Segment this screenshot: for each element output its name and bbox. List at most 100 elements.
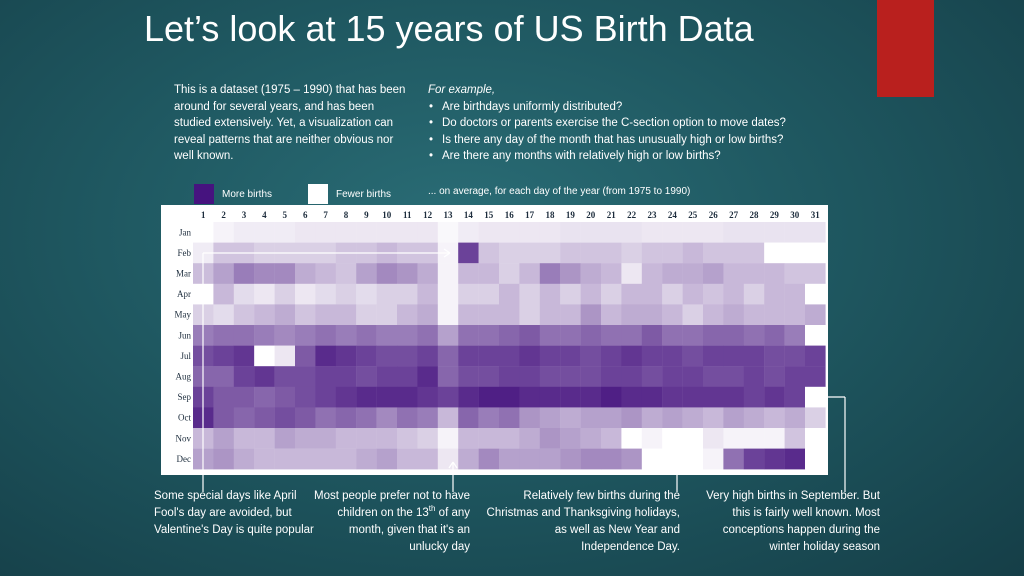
heatmap-cell xyxy=(805,304,826,326)
heatmap-cell xyxy=(519,428,540,449)
heatmap-cell xyxy=(539,222,561,243)
heatmap-cell xyxy=(539,242,561,264)
heatmap-cell xyxy=(478,386,500,408)
heatmap-cell xyxy=(723,448,744,470)
heatmap-cell xyxy=(478,428,500,449)
heatmap-cell xyxy=(254,345,275,367)
heatmap-cell xyxy=(560,366,581,387)
heatmap-cell xyxy=(519,366,540,387)
heatmap-cell xyxy=(764,386,785,408)
heatmap-cell xyxy=(213,366,234,387)
heatmap-day-label: 30 xyxy=(790,210,800,220)
heatmap-cell xyxy=(254,325,275,346)
heatmap-cell xyxy=(703,386,724,408)
heatmap-cell xyxy=(641,263,663,284)
heatmap-cell xyxy=(539,366,561,387)
heatmap-cell xyxy=(458,325,479,346)
heatmap-cell xyxy=(743,242,765,264)
heatmap-cell xyxy=(641,325,663,346)
heatmap-cell xyxy=(315,304,336,326)
heatmap-cell xyxy=(723,428,744,449)
heatmap-cell xyxy=(335,263,357,284)
heatmap-cell xyxy=(315,407,336,429)
heatmap-cell xyxy=(682,222,704,243)
heatmap-cell xyxy=(682,325,704,346)
heatmap-cell xyxy=(295,304,316,326)
heatmap-cell xyxy=(397,283,418,305)
heatmap-cell xyxy=(784,448,806,470)
heatmap-day-label: 9 xyxy=(364,210,369,220)
annotation-13th-sup: th xyxy=(428,504,436,514)
legend-swatch-fewer xyxy=(308,184,328,204)
heatmap-cell xyxy=(805,242,826,264)
heatmap-cell xyxy=(458,386,479,408)
heatmap-cell xyxy=(315,428,336,449)
heatmap-cell xyxy=(478,222,500,243)
heatmap-cell xyxy=(805,428,826,449)
heatmap-month-label: Feb xyxy=(178,248,192,258)
heatmap-day-label: 4 xyxy=(262,210,267,220)
heatmap-cell xyxy=(458,304,479,326)
heatmap-cell xyxy=(335,345,357,367)
heatmap-cell xyxy=(723,283,744,305)
heatmap-cell xyxy=(784,304,806,326)
heatmap-cell xyxy=(193,222,214,243)
heatmap-cell xyxy=(723,407,744,429)
heatmap-cell xyxy=(213,263,234,284)
heatmap-cell xyxy=(274,386,296,408)
heatmap-cell xyxy=(437,386,459,408)
heatmap-cell xyxy=(335,386,357,408)
heatmap-cell xyxy=(580,366,602,387)
heatmap-cell xyxy=(295,386,316,408)
heatmap-cell xyxy=(805,345,826,367)
heatmap-cell xyxy=(499,304,520,326)
annotation-13th-post: of any month, given that it's an unlucky… xyxy=(348,507,470,553)
heatmap-cell xyxy=(335,222,357,243)
heatmap-cell xyxy=(784,325,806,346)
heatmap-cell xyxy=(213,448,234,470)
heatmap-cell xyxy=(641,283,663,305)
heatmap-cell xyxy=(723,325,744,346)
heatmap-day-label: 11 xyxy=(403,210,412,220)
heatmap-day-label: 1 xyxy=(201,210,206,220)
heatmap-cell xyxy=(397,222,418,243)
heatmap-day-label: 14 xyxy=(464,210,474,220)
heatmap-month-label: Sep xyxy=(178,392,192,402)
heatmap-cell xyxy=(417,366,438,387)
heatmap-cell xyxy=(437,345,459,367)
heatmap-cell xyxy=(580,242,602,264)
heatmap-cell xyxy=(580,304,602,326)
heatmap-cell xyxy=(601,263,622,284)
heatmap-cell xyxy=(315,263,336,284)
heatmap-cell xyxy=(213,407,234,429)
heatmap-cell xyxy=(356,386,377,408)
heatmap-cell xyxy=(274,428,296,449)
heatmap-cell xyxy=(356,448,377,470)
heatmap-cell xyxy=(764,366,785,387)
heatmap-cell xyxy=(213,345,234,367)
heatmap-cell xyxy=(682,407,704,429)
heatmap-cell xyxy=(662,407,683,429)
heatmap-month-label: Aug xyxy=(176,372,192,382)
heatmap-cell xyxy=(662,345,683,367)
heatmap-cell xyxy=(274,345,296,367)
annotation-13th-num: 13 xyxy=(416,507,429,519)
heatmap-cell xyxy=(805,448,826,470)
heatmap-cell xyxy=(560,345,581,367)
heatmap-cell xyxy=(621,345,642,367)
heatmap-cell xyxy=(703,222,724,243)
heatmap-cell xyxy=(499,448,520,470)
heatmap-cell xyxy=(213,386,234,408)
heatmap-cell xyxy=(335,448,357,470)
heatmap-cell xyxy=(499,386,520,408)
heatmap-cell xyxy=(335,407,357,429)
heatmap-cell xyxy=(539,283,561,305)
heatmap-cell xyxy=(601,386,622,408)
heatmap-cell xyxy=(458,428,479,449)
heatmap-cell xyxy=(295,263,316,284)
heatmap-cell xyxy=(478,283,500,305)
heatmap-cell xyxy=(478,263,500,284)
heatmap-cell xyxy=(580,345,602,367)
heatmap-cell xyxy=(499,366,520,387)
heatmap-cell xyxy=(213,304,234,326)
